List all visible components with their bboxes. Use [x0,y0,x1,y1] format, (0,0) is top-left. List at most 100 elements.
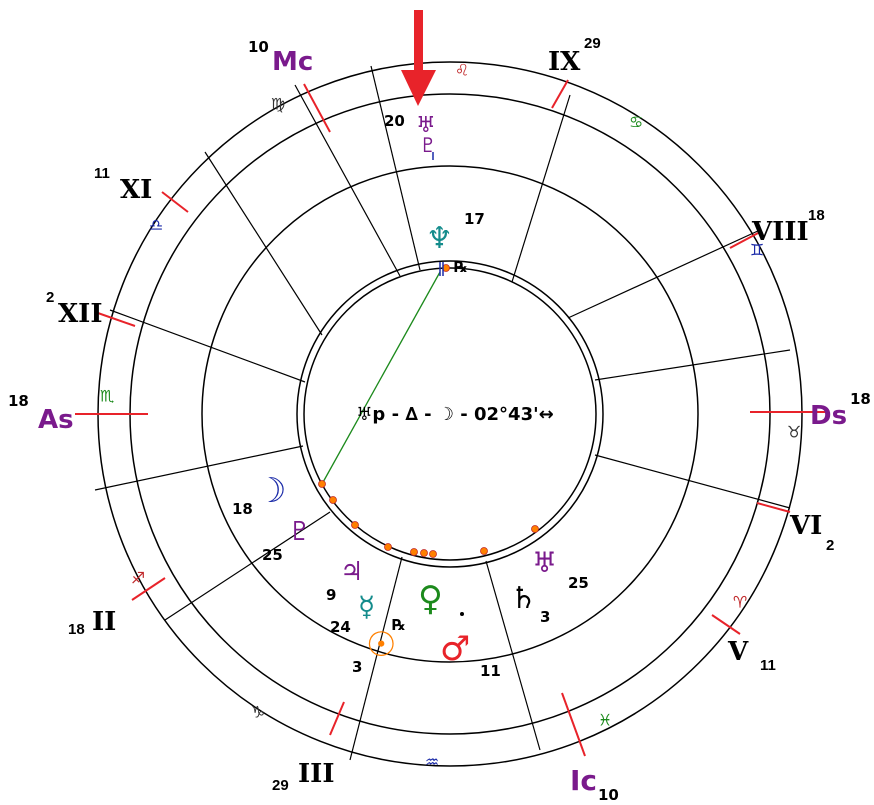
v-tick [711,614,741,635]
sign-gemini: ♊ [750,241,764,260]
house-viii-label: VIII [751,217,809,247]
house-v-degree: 11 [760,657,776,674]
as-degree: 18 [8,392,29,410]
xi-tick [161,191,189,213]
sign-sagittarius: ♐ [131,569,145,588]
cusp-line-viii [567,229,761,319]
dot-mercury [384,543,392,551]
dot-jupiter [351,521,359,529]
pointer-arrow [401,10,436,106]
sign-aries: ♈ [733,593,747,612]
dot-pluto [329,496,337,504]
mc-label: Mc [272,47,313,77]
sign-scorpio: ♏ [100,387,114,406]
house-v-label: V [727,637,749,667]
pluto-degree: 25 [262,546,283,564]
house-iii-label: III [298,759,335,789]
ic-label: Ic [570,764,597,797]
mercury-degree: 24 [330,618,351,636]
house-ring [201,165,699,663]
prog-pluto-glyph: ♇ [419,133,437,157]
ds-degree: 18 [850,390,871,408]
cusp-line-mc [370,65,421,271]
mars-degree-marker [460,612,464,616]
ic-degree: 10 [598,786,619,804]
house-ix-degree: 29 [584,35,601,52]
arrow-shaft [414,10,423,74]
moon-glyph: ☽ [256,471,286,511]
xii-tick [94,311,136,327]
house-viii-degree: 18 [808,207,825,224]
sign-cancer: ♋ [629,113,643,132]
cusp-line-ic [349,556,403,761]
cusp-line-v [485,560,541,751]
cusp-line-ds [594,349,791,381]
ds-label: Ds [810,401,847,431]
house-ii-label: II [92,607,116,637]
cusp-line-iii [164,511,331,621]
house-xi-degree: 11 [94,165,110,182]
planets: 20 ♅ ♇ ♆ 17 ℞ 18 ☽ ♇ 25 ♃ 9 ☿ 24 ℞ ☉ 3 ♀… [232,112,589,680]
sign-leo: ♌ [455,61,469,80]
saturn-glyph: ♄ [510,581,537,616]
house-vi-label: VI [789,511,822,541]
dot-venus [420,549,428,557]
cusp-line-xii [109,309,306,383]
ii-tick [131,577,166,601]
house-lines [94,65,791,761]
ic-tick [561,692,586,757]
prog-uranus-glyph: ♅ [416,113,436,138]
as-label: As [38,405,74,435]
house-ii-degree: 18 [68,621,85,638]
sign-libra: ♎ [149,216,163,235]
uranus-degree: 25 [568,574,589,592]
sun-degree: 3 [352,658,362,676]
inner-ring [303,267,597,561]
mercury-glyph: ☿ [358,590,375,623]
dot-mars [429,550,437,558]
house-labels: 2 XII 11 XI IX 29 VIII 18 VI 2 V 11 29 I… [46,35,834,794]
sun-glyph: ☉ [366,625,396,665]
ix-tick [551,79,569,109]
house-xii-label: XII [58,299,103,329]
jupiter-glyph: ♃ [340,557,363,587]
house-vi-degree: 2 [826,537,834,554]
planet-dots [318,264,539,558]
cusp-line-ix [511,94,571,283]
iii-tick [329,701,345,736]
cusp-line-vi [594,454,791,509]
sign-virgo: ♍ [271,95,285,114]
zodiac-signs: ♌ ♋ ♊ ♉ ♈ ♓ ♒ ♑ ♐ ♏ ♎ ♍ [100,61,801,772]
jupiter-degree: 9 [326,586,336,604]
dot-uranus [531,525,539,533]
dot-sun [410,548,418,556]
vi-tick [756,502,791,513]
moon-degree: 18 [232,500,253,518]
inner-ring-outer [296,260,604,568]
sign-aquarius: ♒ [425,753,439,772]
mc-tick [303,83,331,133]
sign-pisces: ♓ [598,711,612,730]
uranus-glyph: ♅ [532,546,557,579]
viii-tick [729,231,761,249]
neptune-degree: 17 [464,210,485,228]
dot-moon [318,480,326,488]
neptune-ticks [439,262,444,276]
sign-taurus: ♉ [787,423,801,442]
sign-capricorn: ♑ [251,703,265,722]
neptune-glyph: ♆ [426,221,453,256]
aspect-line [321,271,441,485]
house-xi-label: XI [120,175,152,205]
mars-degree: 11 [480,662,501,680]
aspect-label: ♅p - ∆ - ☽ - 02°43'↔ [356,404,553,425]
cusp-line-ii [94,445,304,491]
prog-uranus-degree: 20 [384,112,405,130]
arrow-head [401,70,436,106]
mars-glyph: ♂ [440,629,470,669]
dot-saturn [480,547,488,555]
cusp-line-x [294,84,401,277]
saturn-degree: 3 [540,608,550,626]
angle-labels: 18 As 10 Mc Ds 18 Ic 10 [8,38,871,804]
house-xii-degree: 2 [46,289,54,306]
